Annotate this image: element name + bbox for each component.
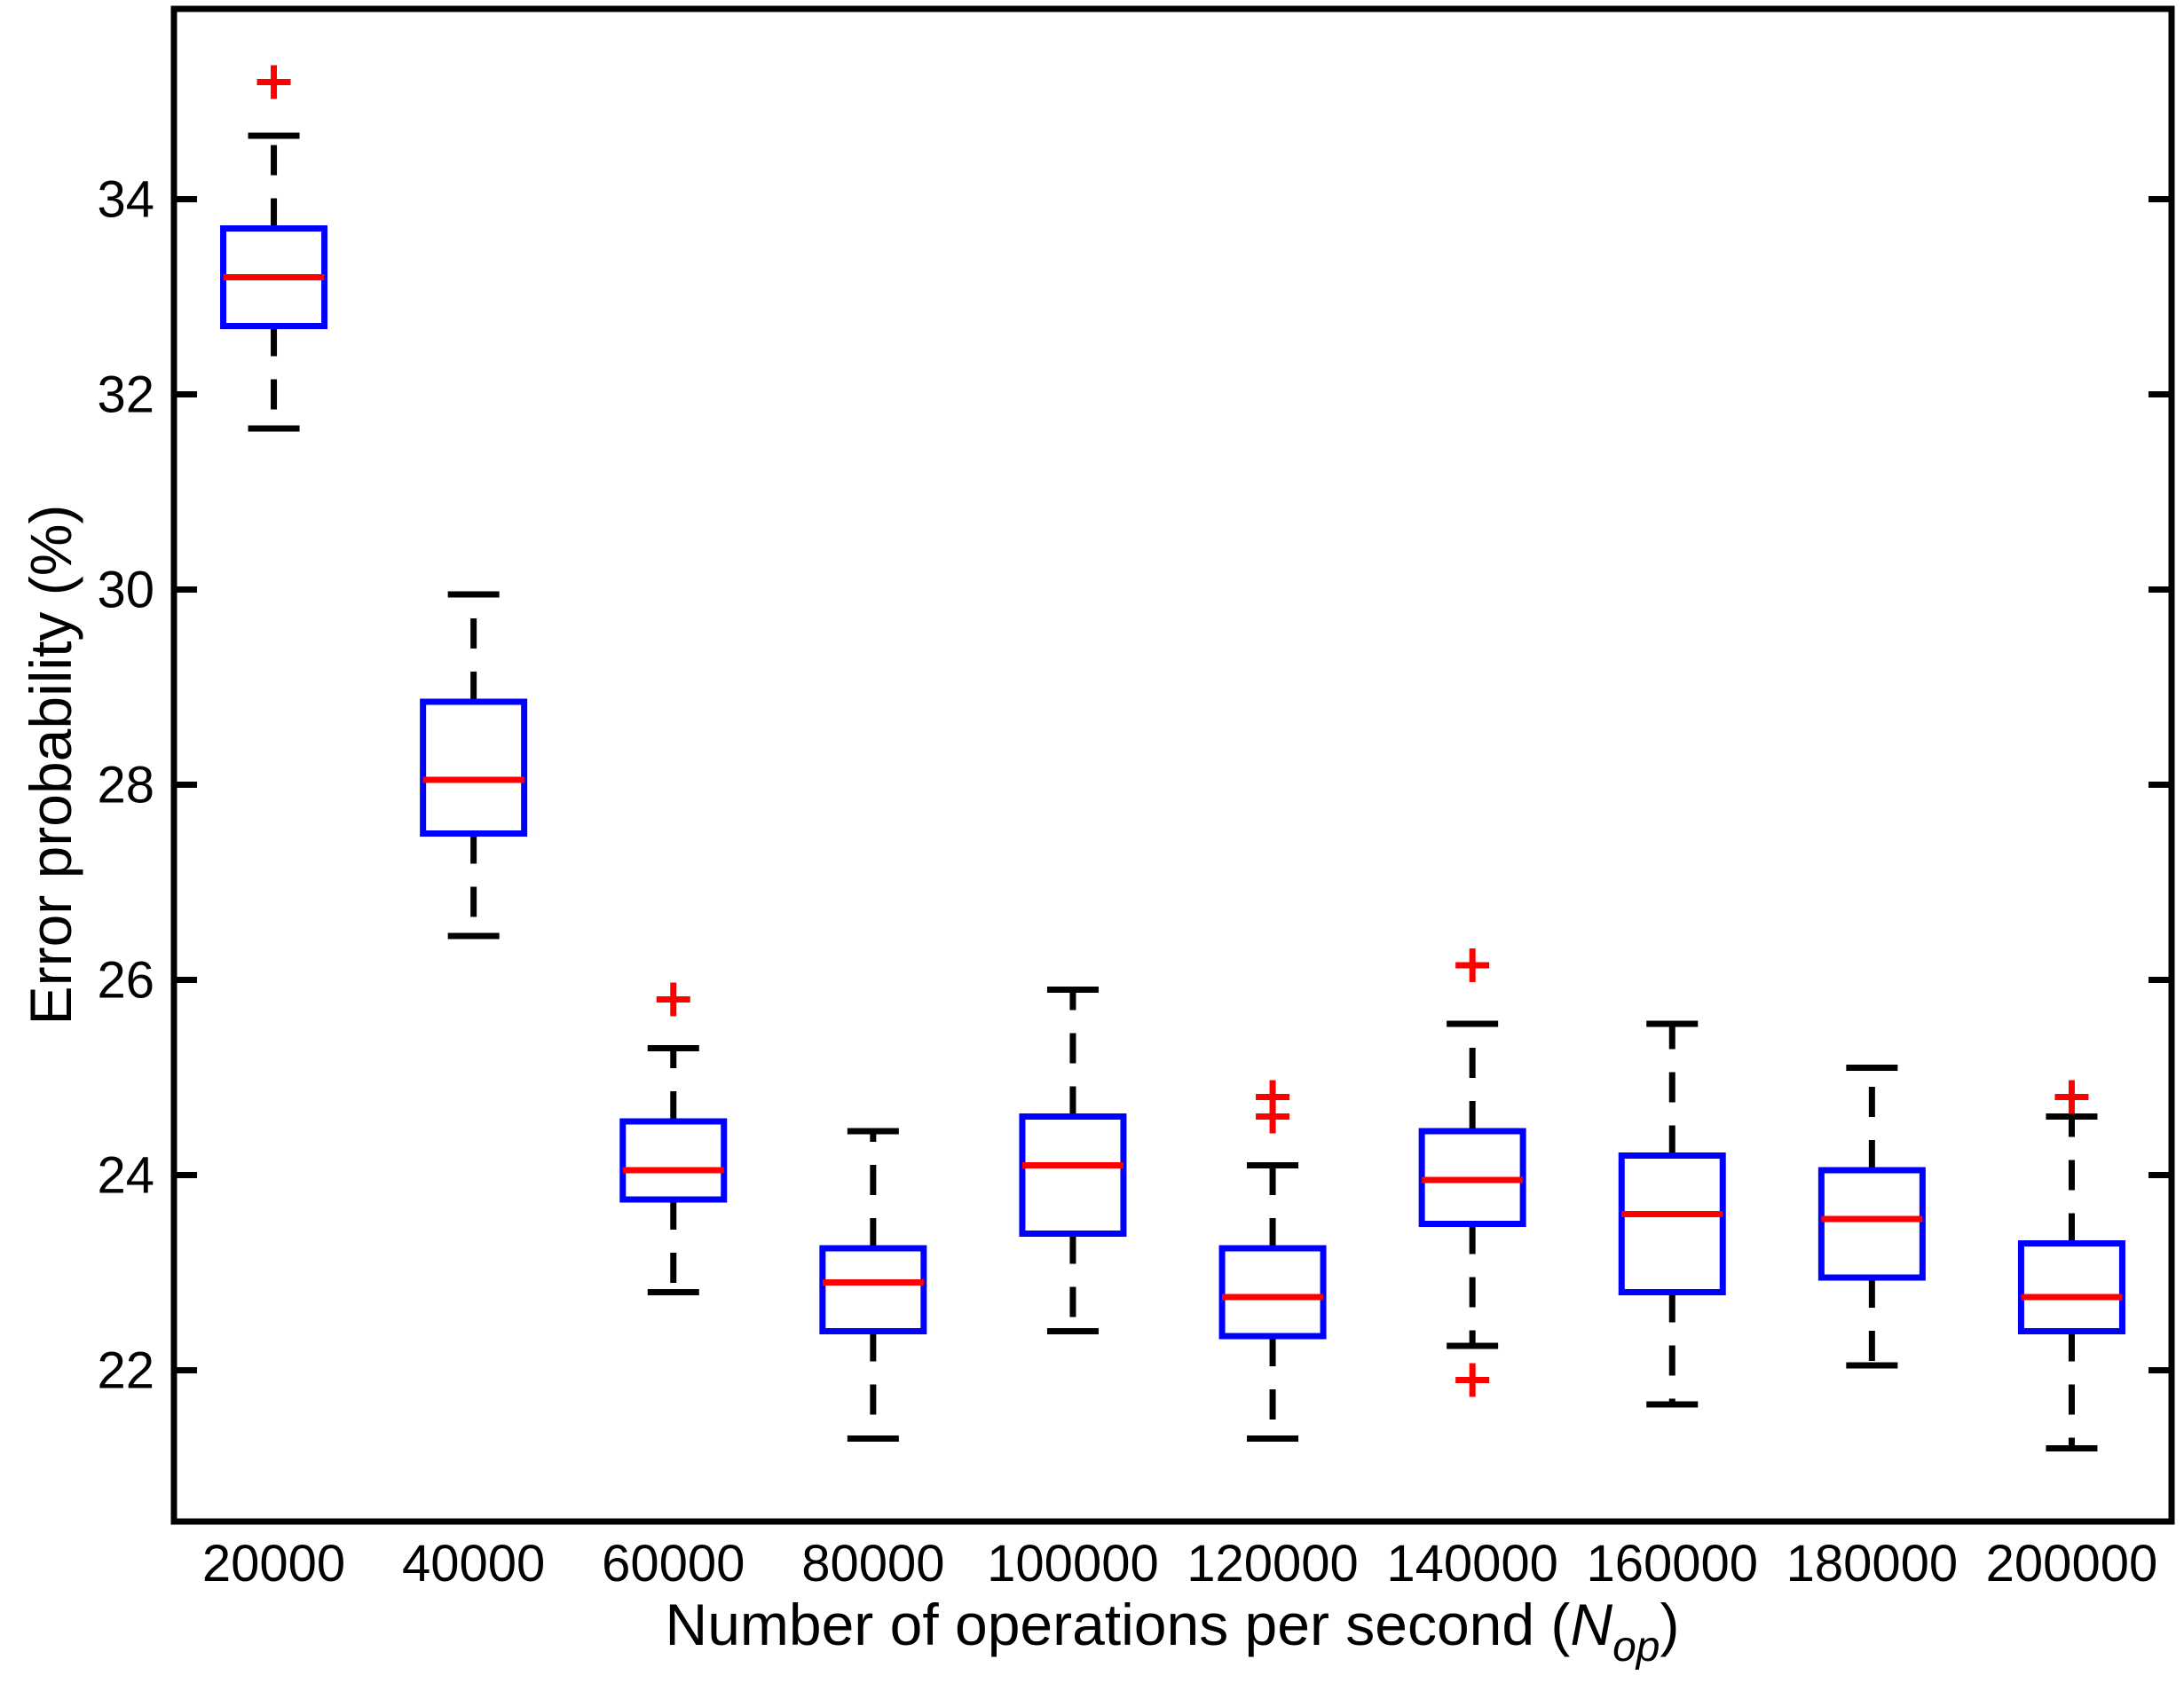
y-tick-label: 24 [97,1147,154,1205]
x-tick-label: 140000 [1386,1535,1558,1593]
y-tick-label: 28 [97,757,154,814]
x-axis-label-close-paren: ) [1660,1592,1680,1657]
x-tick-label: 20000 [202,1535,345,1593]
x-tick-label: 40000 [402,1535,545,1593]
x-axis-label-variable: N [1570,1592,1613,1657]
iqr-box-180000 [1817,1167,1926,1281]
x-tick-label: 80000 [801,1535,944,1593]
y-tick-label: 32 [97,366,154,424]
iqr-box-200000 [2017,1240,2125,1334]
iqr-box-100000 [1019,1113,1127,1237]
y-tick-label: 26 [97,952,154,1010]
x-tick-label: 60000 [602,1535,745,1593]
x-tick-label: 100000 [987,1535,1159,1593]
x-tick-label: 120000 [1187,1535,1359,1593]
iqr-box-60000 [619,1118,728,1203]
iqr-box-80000 [819,1245,927,1334]
x-tick-label: 200000 [1986,1535,2158,1593]
y-tick-label: 30 [97,562,154,619]
y-tick-label: 34 [97,171,154,229]
x-axis-label-text: Number of operations per second (Nop) [666,1591,1680,1671]
iqr-box-160000 [1618,1152,1726,1295]
iqr-box-40000 [420,698,528,837]
x-axis-label-main: Number of operations per second ( [665,1592,1571,1657]
y-axis-label-text: Error probability (%) [18,504,83,1026]
plot-frame [170,5,2175,1525]
x-tick-label: 180000 [1786,1535,1959,1593]
x-tick-label: 160000 [1586,1535,1758,1593]
x-axis-label-subscript: op [1612,1624,1660,1671]
y-tick-label: 22 [97,1342,154,1400]
iqr-box-120000 [1218,1245,1327,1340]
